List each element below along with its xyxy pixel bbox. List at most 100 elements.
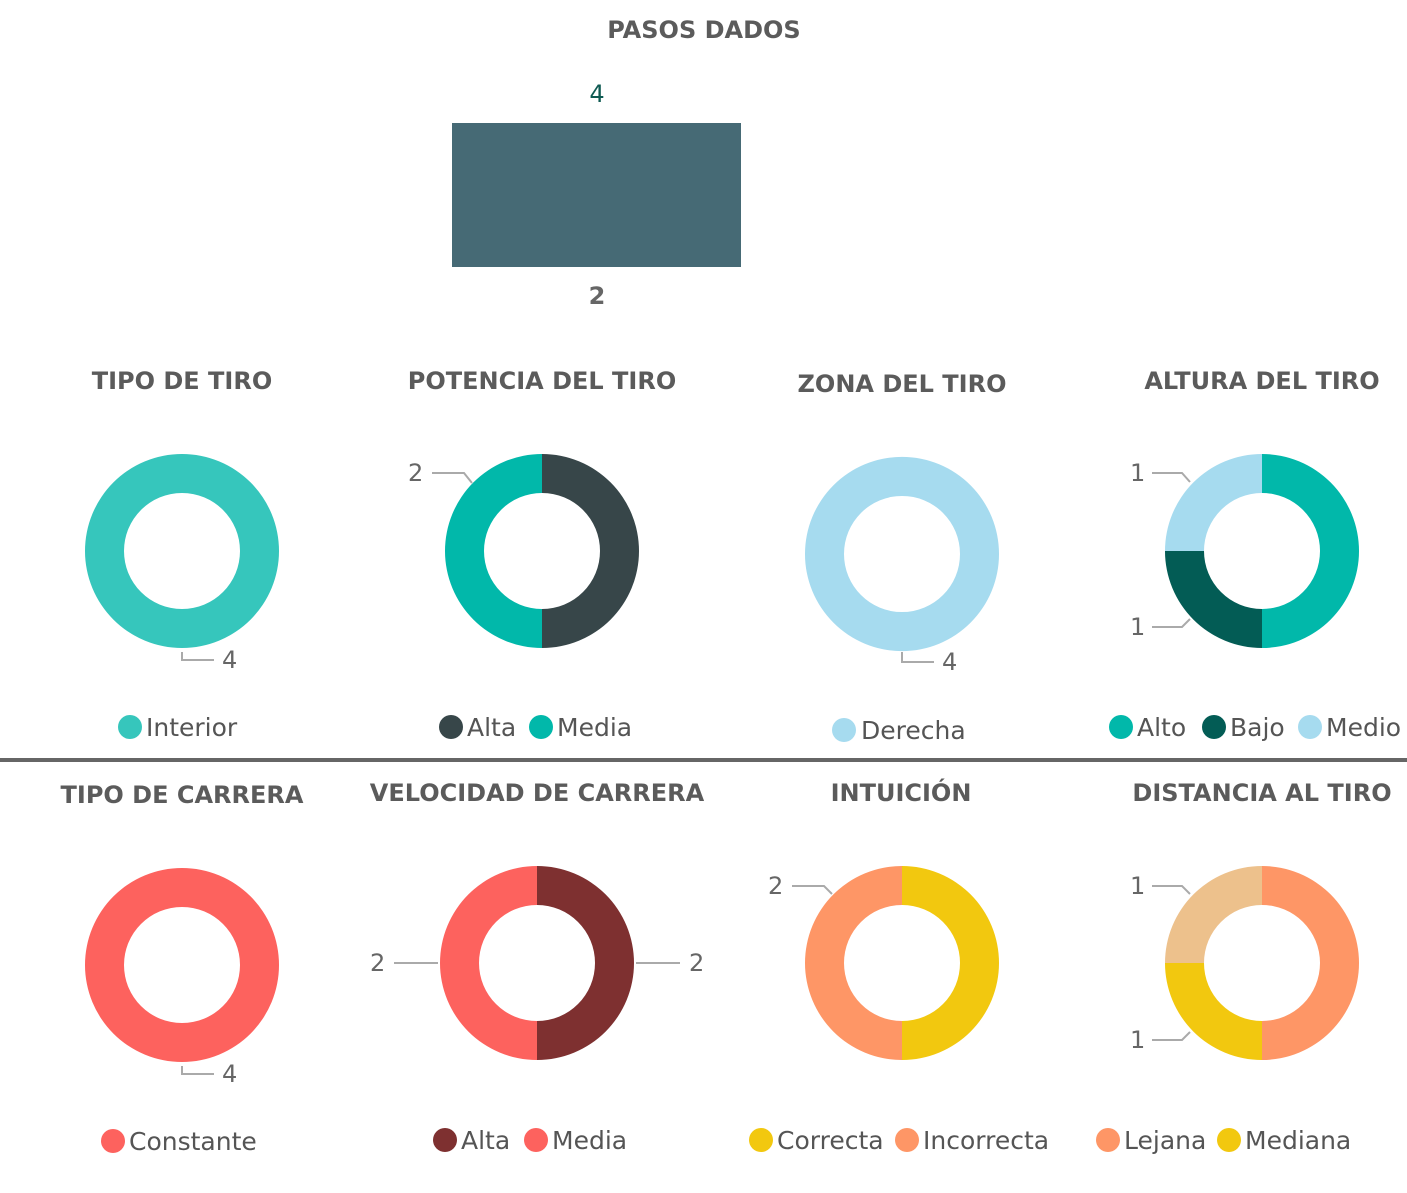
data-label: 4 — [942, 648, 957, 676]
donut-slice-media[interactable] — [440, 866, 537, 1060]
donut-intuicion — [805, 866, 999, 1060]
legend-item-label[interactable]: Interior — [146, 713, 238, 742]
donut-slice-bajo[interactable] — [1165, 551, 1262, 648]
bar-category-label: 2 — [589, 282, 606, 310]
donut-slice-mediana[interactable] — [1165, 963, 1262, 1060]
donut-slice-correcta[interactable] — [902, 866, 999, 1060]
chart-title-altura-del-tiro: ALTURA DEL TIRO — [1144, 367, 1379, 395]
legend-item-label[interactable]: Mediana — [1245, 1126, 1351, 1155]
donut-zona-del-tiro — [804, 456, 1000, 652]
data-label: 2 — [768, 872, 783, 900]
donut-slice-constante[interactable] — [85, 868, 279, 1062]
legend-item-label[interactable]: Constante — [129, 1127, 257, 1156]
data-labels-tipo-de-tiro: 4 — [181, 646, 237, 674]
legend-item-label[interactable]: Bajo — [1230, 713, 1285, 742]
data-label: 4 — [222, 646, 237, 674]
data-label: 2 — [370, 949, 385, 977]
donut-slice-cercana[interactable] — [1165, 866, 1262, 963]
legend-tipo-de-tiro: Interior — [118, 713, 238, 742]
data-label: 2 — [408, 459, 423, 487]
leader-line — [1152, 618, 1191, 628]
legend-distancia-al-tiro: Lejana Mediana — [1096, 1126, 1351, 1155]
legend-item-label[interactable]: Lejana — [1124, 1126, 1206, 1155]
data-labels-velocidad-de-carrera: 2 2 — [370, 949, 704, 977]
donut-slice-derecha[interactable] — [804, 456, 1000, 652]
legend-velocidad-de-carrera: Alta Media — [433, 1126, 627, 1155]
legend-marker — [1096, 1128, 1120, 1152]
leader-line — [1152, 472, 1191, 483]
legend-marker — [439, 715, 463, 739]
donut-tipo-de-tiro — [85, 454, 279, 648]
chart-title-zona-del-tiro: ZONA DEL TIRO — [798, 370, 1007, 398]
legend-item-label[interactable]: Derecha — [861, 716, 966, 745]
legend-item-label[interactable]: Media — [552, 1126, 627, 1155]
donut-slice-interior[interactable] — [85, 454, 279, 648]
legend-item-label[interactable]: Alto — [1137, 713, 1186, 742]
leader-line — [432, 472, 473, 484]
legend-marker — [749, 1128, 773, 1152]
legend-marker — [433, 1128, 457, 1152]
data-labels-distancia-al-tiro: 1 1 — [1130, 872, 1191, 1054]
data-label: 4 — [222, 1060, 237, 1088]
data-labels-zona-del-tiro: 4 — [901, 648, 957, 676]
section-divider — [0, 758, 1407, 762]
chart-title-intuicion: INTUICIÓN — [831, 777, 972, 807]
legend-marker — [1217, 1128, 1241, 1152]
legend-zona-del-tiro: Derecha — [832, 716, 966, 745]
donut-velocidad-de-carrera — [440, 866, 634, 1060]
donut-altura-del-tiro — [1165, 454, 1359, 648]
chart-title-velocidad-de-carrera: VELOCIDAD DE CARRERA — [370, 779, 705, 807]
legend-marker — [832, 718, 856, 742]
legend-item-label[interactable]: Incorrecta — [923, 1126, 1049, 1155]
donut-slice-alto[interactable] — [1262, 454, 1359, 648]
chart-title-tipo-de-carrera: TIPO DE CARRERA — [61, 781, 304, 809]
legend-tipo-de-carrera: Constante — [101, 1127, 257, 1156]
donut-slice-alta[interactable] — [542, 454, 639, 648]
legend-item-label[interactable]: Media — [557, 713, 632, 742]
data-labels-altura-del-tiro: 1 1 — [1130, 459, 1191, 641]
legend-potencia-del-tiro: Alta Media — [439, 713, 632, 742]
chart-title-distancia-al-tiro: DISTANCIA AL TIRO — [1132, 779, 1391, 807]
legend-marker — [1202, 715, 1226, 739]
data-label: 1 — [1130, 459, 1145, 487]
chart-pasos-dados: PASOS DADOS 4 2 — [452, 16, 801, 310]
legend-marker — [1109, 715, 1133, 739]
data-labels-tipo-de-carrera: 4 — [181, 1060, 237, 1088]
donut-slice-lejana[interactable] — [1262, 866, 1359, 1060]
chart-title: PASOS DADOS — [607, 16, 800, 44]
leader-line — [901, 652, 934, 663]
legend-item-label[interactable]: Medio — [1326, 713, 1401, 742]
chart-title-potencia-del-tiro: POTENCIA DEL TIRO — [408, 367, 676, 395]
legend-intuicion: Correcta Incorrecta — [749, 1126, 1049, 1155]
legend-item-label[interactable]: Alta — [461, 1126, 510, 1155]
data-labels-potencia-del-tiro: 2 — [408, 459, 473, 487]
legend-item-label[interactable]: Correcta — [777, 1126, 884, 1155]
bar-mark[interactable] — [452, 123, 741, 267]
bar-data-label: 4 — [589, 80, 604, 108]
data-labels-intuicion: 2 — [768, 872, 833, 900]
donut-potencia-del-tiro — [445, 454, 639, 648]
data-label: 1 — [1130, 613, 1145, 641]
donut-slice-medio[interactable] — [1165, 454, 1262, 551]
legend-marker — [524, 1128, 548, 1152]
data-label: 1 — [1130, 872, 1145, 900]
leader-line — [1152, 885, 1191, 895]
donut-slice-incorrecta[interactable] — [805, 866, 902, 1060]
leader-line — [181, 652, 214, 661]
donut-slice-alta[interactable] — [537, 866, 634, 1060]
legend-marker — [101, 1129, 125, 1153]
legend-marker — [118, 715, 142, 739]
legend-marker — [895, 1128, 919, 1152]
donut-slice-media[interactable] — [445, 454, 542, 648]
legend-marker — [529, 715, 553, 739]
leader-line — [181, 1066, 214, 1075]
legend-altura-del-tiro: Alto Bajo Medio — [1109, 713, 1401, 742]
chart-title-tipo-de-tiro: TIPO DE TIRO — [92, 367, 273, 395]
legend-item-label[interactable]: Alta — [467, 713, 516, 742]
data-label: 1 — [1130, 1026, 1145, 1054]
data-label: 2 — [689, 949, 704, 977]
leader-line — [1152, 1031, 1191, 1041]
donut-tipo-de-carrera — [85, 868, 279, 1062]
donut-distancia-al-tiro — [1165, 866, 1359, 1060]
